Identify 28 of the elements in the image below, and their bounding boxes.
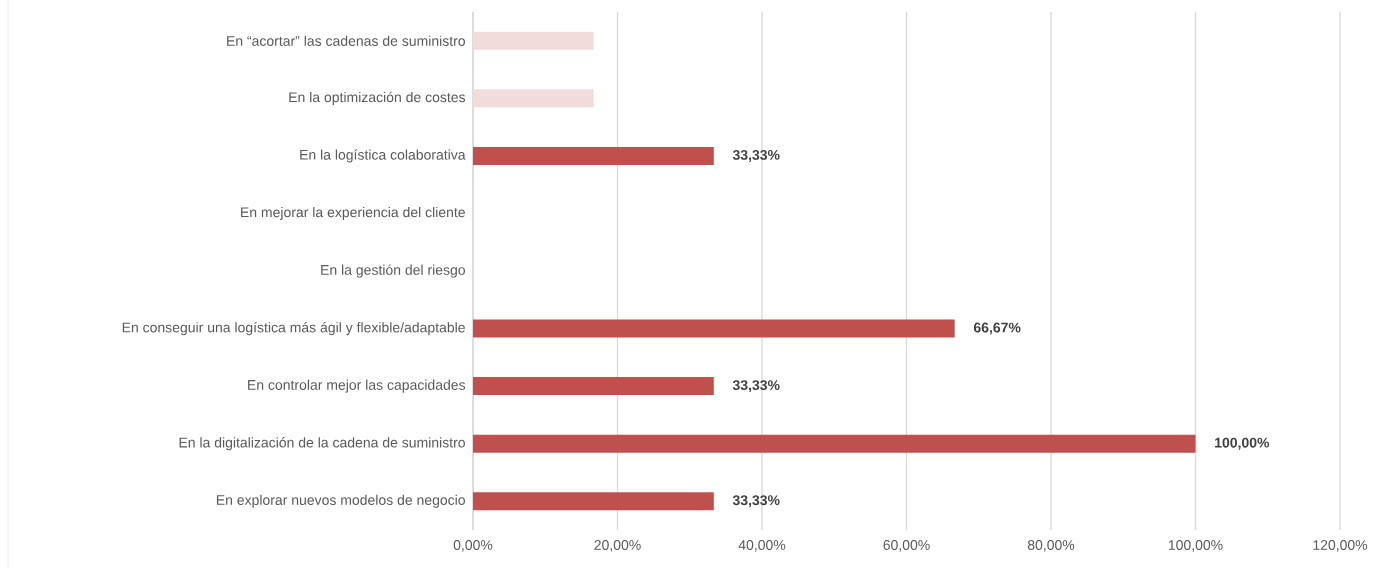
bar <box>473 377 714 396</box>
y-tick-label: En “acortar” las cadenas de suministro <box>227 35 465 46</box>
y-tick-label: En la logística colaborativa <box>300 149 466 163</box>
data-label: 33,33% <box>732 149 780 162</box>
data-label: 33,33% <box>732 495 780 508</box>
bar <box>473 319 955 338</box>
y-tick-label: En la gestión del riesgo <box>321 264 465 278</box>
y-tick-label: En controlar mejor las capacidades <box>248 379 466 393</box>
y-tick-label: En explorar nuevos modelos de negocio <box>216 494 465 508</box>
x-tick-label: 80,00% <box>1027 540 1075 552</box>
x-tick-label: 0,00% <box>453 540 493 552</box>
y-tick-label: En conseguir una logística más ágil y flexible/adaptable <box>122 321 465 336</box>
y-tick-label: En la optimización de costes <box>289 91 466 105</box>
y-tick-label: En la digitalización de la cadena de suministro <box>179 437 465 451</box>
x-tick-label: 120,00% <box>1313 540 1368 552</box>
x-tick-label: 100,00% <box>1168 540 1223 552</box>
bar <box>473 89 594 108</box>
data-label: 66,67% <box>973 322 1021 335</box>
data-label: 100,00% <box>1215 437 1270 450</box>
bar <box>473 31 594 50</box>
x-tick-label: 40,00% <box>738 540 786 552</box>
y-tick-label: En mejorar la experiencia del cliente <box>241 206 465 220</box>
data-label: 33,33% <box>732 380 780 393</box>
bar <box>473 146 714 165</box>
bar <box>473 492 714 511</box>
x-tick-label: 60,00% <box>883 540 930 552</box>
bar <box>473 434 1196 453</box>
x-tick-label: 20,00% <box>594 540 641 552</box>
